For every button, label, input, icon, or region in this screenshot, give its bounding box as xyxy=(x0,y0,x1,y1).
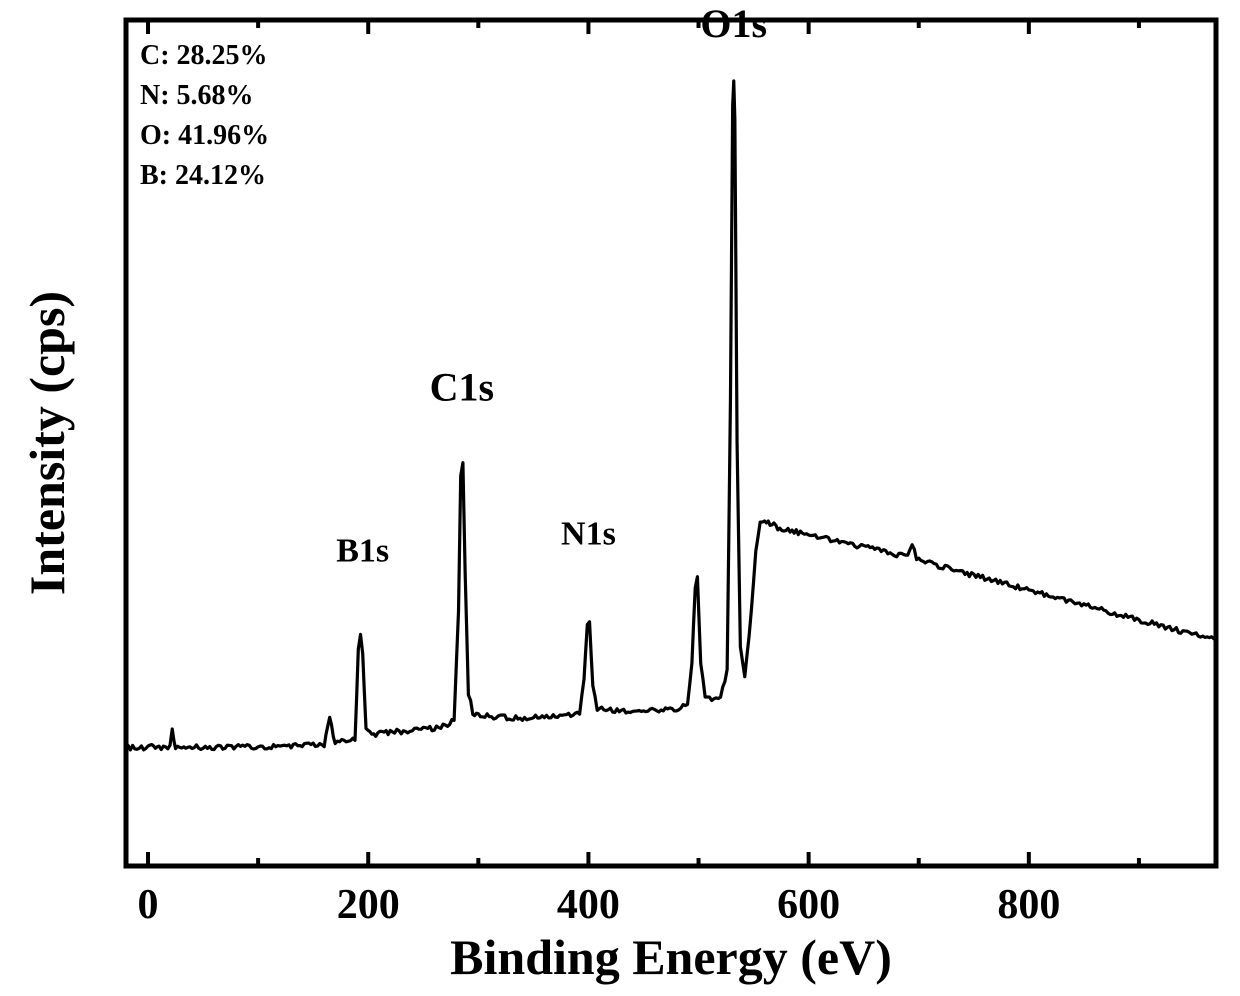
composition-line: N: 5.68% xyxy=(140,80,254,111)
xtick-label: 200 xyxy=(337,882,400,928)
peak-label: C1s xyxy=(430,365,494,410)
peak-label: N1s xyxy=(561,516,616,553)
peak-label: B1s xyxy=(336,532,389,569)
composition-line: O: 41.96% xyxy=(140,120,269,151)
xps-survey-chart: 0 200 400 600 800 Binding Energy (eV) Intensit… xyxy=(0,0,1240,996)
xtick-label: 0 xyxy=(138,882,159,928)
composition-line: B: 24.12% xyxy=(140,160,266,191)
xtick-label: 400 xyxy=(557,882,620,928)
xtick-label: 800 xyxy=(997,882,1060,928)
x-axis-title: Binding Energy (eV) xyxy=(450,929,892,985)
xtick-label: 600 xyxy=(777,882,840,928)
y-axis-title: Intensity (cps) xyxy=(19,291,75,595)
peak-label: O1s xyxy=(700,1,767,46)
chart-svg: 0 200 400 600 800 Binding Energy (eV) Intensit… xyxy=(0,0,1240,996)
composition-line: C: 28.25% xyxy=(140,40,268,71)
